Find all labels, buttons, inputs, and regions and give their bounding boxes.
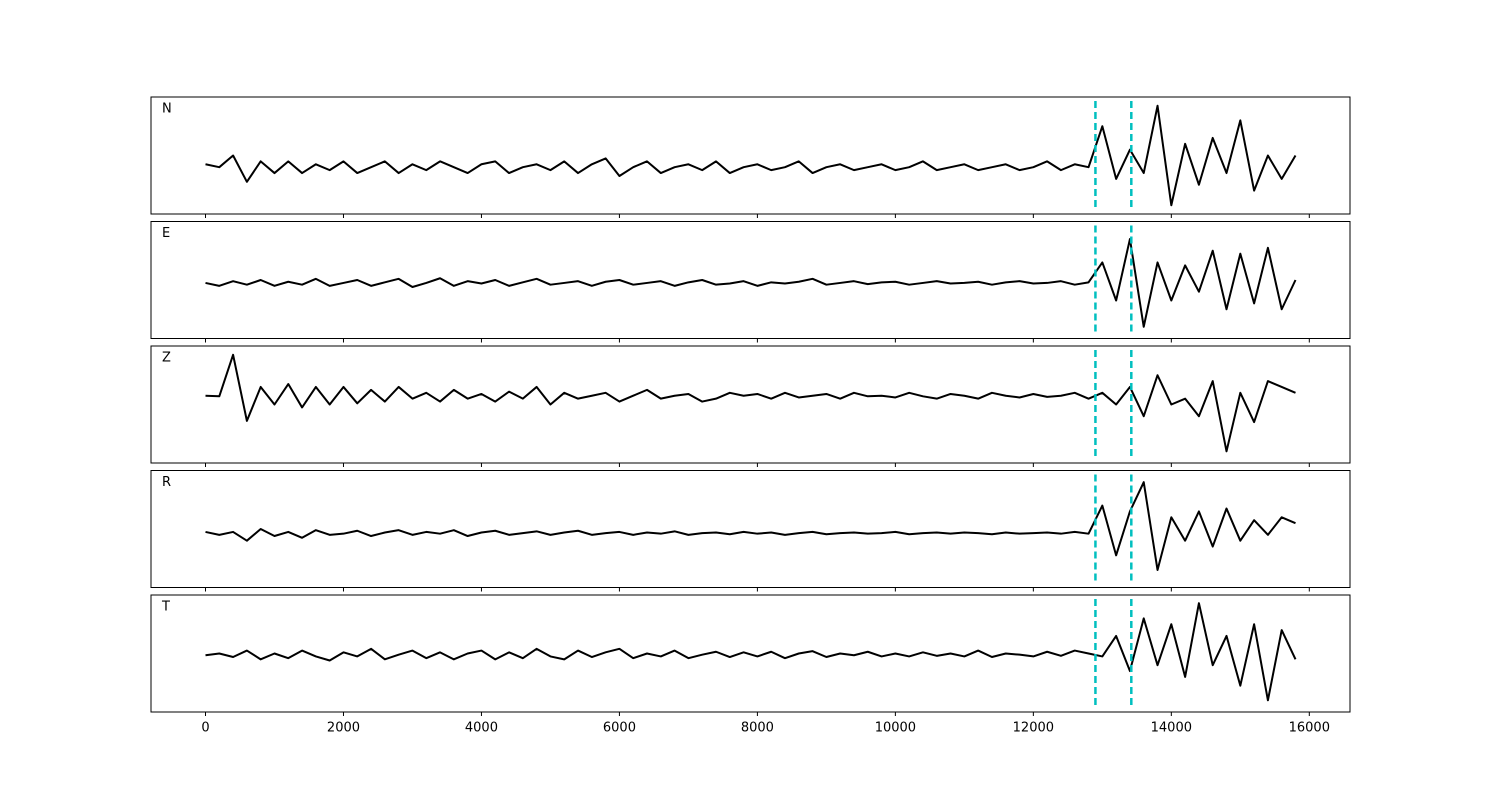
x-tick-label: 8000 (741, 721, 774, 736)
x-tick-label: 6000 (603, 721, 636, 736)
x-tick-label: 0 (201, 721, 209, 736)
panel-label: R (162, 475, 171, 490)
waveform (205, 602, 1297, 702)
panel-frame (150, 221, 1351, 339)
panel-label: E (162, 226, 170, 241)
x-tick-label: 14000 (1151, 721, 1192, 736)
panel-frame (150, 96, 1351, 215)
panel-frame (150, 594, 1351, 713)
x-tick-label: 4000 (465, 721, 498, 736)
x-tick-label: 10000 (875, 721, 916, 736)
panel-label: Z (162, 351, 171, 366)
x-tick-label: 2000 (327, 721, 360, 736)
x-tick-label: 12000 (1013, 721, 1054, 736)
panel-label: N (162, 102, 172, 117)
panel-frame (150, 345, 1351, 464)
panel-label: T (161, 600, 170, 615)
x-tick-label: 16000 (1289, 721, 1330, 736)
waveform (205, 353, 1296, 453)
panel-frame (150, 470, 1351, 588)
waveform (205, 238, 1297, 328)
waveform (205, 481, 1296, 571)
waveform (205, 104, 1297, 207)
